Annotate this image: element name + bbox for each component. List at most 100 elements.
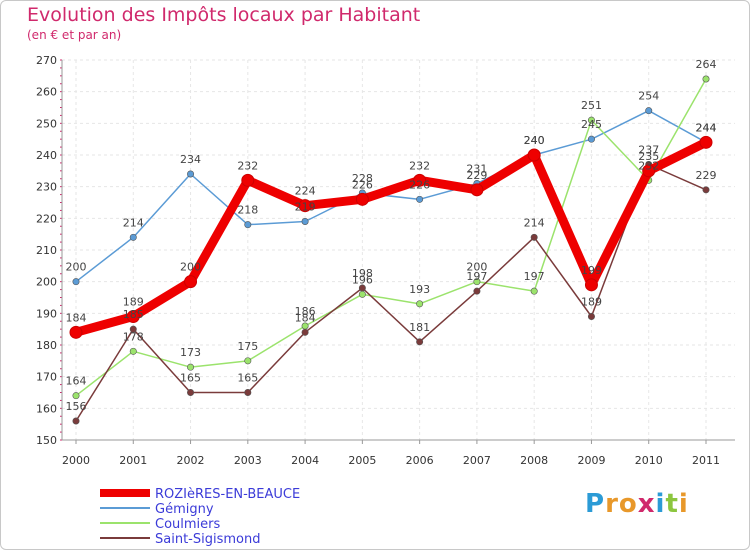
data-point — [72, 392, 80, 400]
y-tick-label: 250 — [36, 117, 57, 130]
data-label: 231 — [466, 163, 487, 176]
data-point — [244, 357, 252, 365]
data-label: 232 — [237, 159, 258, 172]
x-tick-label: 2010 — [635, 454, 663, 467]
data-label: 200 — [66, 261, 87, 274]
data-point — [702, 186, 710, 194]
data-point — [702, 75, 710, 83]
data-label: 165 — [237, 372, 258, 385]
data-label: 251 — [581, 99, 602, 112]
data-point — [699, 135, 713, 149]
data-point — [530, 233, 538, 241]
data-point — [530, 287, 538, 295]
x-tick-label: 2003 — [234, 454, 262, 467]
y-tick-label: 150 — [36, 434, 57, 447]
data-label: 228 — [352, 172, 373, 185]
data-label: 254 — [638, 90, 659, 103]
data-point — [358, 284, 366, 292]
data-point — [187, 388, 195, 396]
data-label: 226 — [409, 178, 430, 191]
series-line-Saint-Sigismond — [75, 163, 707, 422]
y-tick-label: 170 — [36, 371, 57, 384]
data-label: 156 — [66, 400, 87, 413]
data-label: 229 — [466, 169, 487, 182]
x-tick-label: 2005 — [348, 454, 376, 467]
data-label: 214 — [524, 216, 545, 229]
data-label: 184 — [66, 311, 87, 324]
data-point — [413, 173, 427, 187]
legend-label: Coulmiers — [155, 517, 221, 532]
data-label: 181 — [409, 321, 430, 334]
series-line-ROZIèRES-EN-BEAUCE — [71, 137, 711, 337]
data-label: 175 — [237, 340, 258, 353]
data-label: 244 — [696, 121, 717, 134]
data-point — [473, 278, 481, 286]
data-point — [587, 312, 595, 320]
legend-label: ROZIèRES-EN-BEAUCE — [155, 487, 300, 502]
chart-subtitle: (en € et par an) — [27, 28, 122, 42]
data-label: 232 — [638, 159, 659, 172]
data-label: 186 — [295, 305, 316, 318]
data-point — [244, 221, 252, 229]
series-line-Gémigny — [75, 109, 707, 283]
data-point — [129, 347, 137, 355]
data-point — [416, 300, 424, 308]
data-label: 189 — [123, 296, 144, 309]
x-tick-label: 2011 — [692, 454, 720, 467]
data-label: 193 — [409, 283, 430, 296]
data-label: 198 — [352, 267, 373, 280]
y-tick-label: 160 — [36, 402, 57, 415]
x-tick-label: 2006 — [406, 454, 434, 467]
data-label: 178 — [123, 330, 144, 343]
data-point — [301, 218, 309, 226]
data-label: 234 — [180, 153, 201, 166]
data-point — [126, 310, 140, 323]
data-point — [129, 233, 137, 241]
data-label: 199 — [581, 264, 602, 277]
y-tick-label: 200 — [36, 276, 57, 289]
data-label: 245 — [581, 118, 602, 131]
data-label: 189 — [581, 296, 602, 309]
y-tick-label: 260 — [36, 86, 57, 99]
data-label: 237 — [638, 144, 659, 157]
data-point — [72, 417, 80, 425]
legend-label: Saint-Sigismond — [155, 532, 260, 547]
data-label: 244 — [696, 121, 717, 134]
data-label: 240 — [524, 134, 545, 147]
x-tick-label: 2002 — [177, 454, 205, 467]
chart-title: Evolution des Impôts locaux par Habitant — [27, 4, 421, 26]
data-label: 165 — [180, 372, 201, 385]
data-point — [642, 164, 656, 178]
data-label: 224 — [295, 185, 316, 198]
y-tick-label: 180 — [36, 339, 57, 352]
data-point — [129, 325, 137, 333]
data-point — [645, 107, 653, 115]
x-tick-label: 2001 — [119, 454, 147, 467]
legend-label: Gémigny — [155, 502, 214, 517]
y-tick-label: 270 — [36, 54, 57, 67]
data-label: 200 — [180, 261, 201, 274]
data-point — [473, 287, 481, 295]
data-label: 185 — [123, 308, 144, 321]
data-point — [241, 173, 255, 187]
data-label: 235 — [638, 150, 659, 163]
data-label: 196 — [352, 273, 373, 286]
data-point — [358, 290, 366, 298]
data-label: 184 — [295, 311, 316, 324]
data-point — [527, 148, 541, 162]
data-point — [416, 195, 424, 203]
data-point — [187, 363, 195, 371]
series-line-Coulmiers — [75, 78, 707, 397]
x-tick-label: 2009 — [577, 454, 605, 467]
data-point — [298, 199, 312, 213]
data-label: 229 — [696, 169, 717, 182]
data-point — [72, 278, 80, 286]
data-label: 173 — [180, 346, 201, 359]
y-tick-label: 220 — [36, 212, 57, 225]
data-point — [470, 183, 484, 197]
x-tick-label: 2004 — [291, 454, 319, 467]
data-point — [587, 116, 595, 124]
data-label: 200 — [466, 261, 487, 274]
data-label: 232 — [409, 159, 430, 172]
